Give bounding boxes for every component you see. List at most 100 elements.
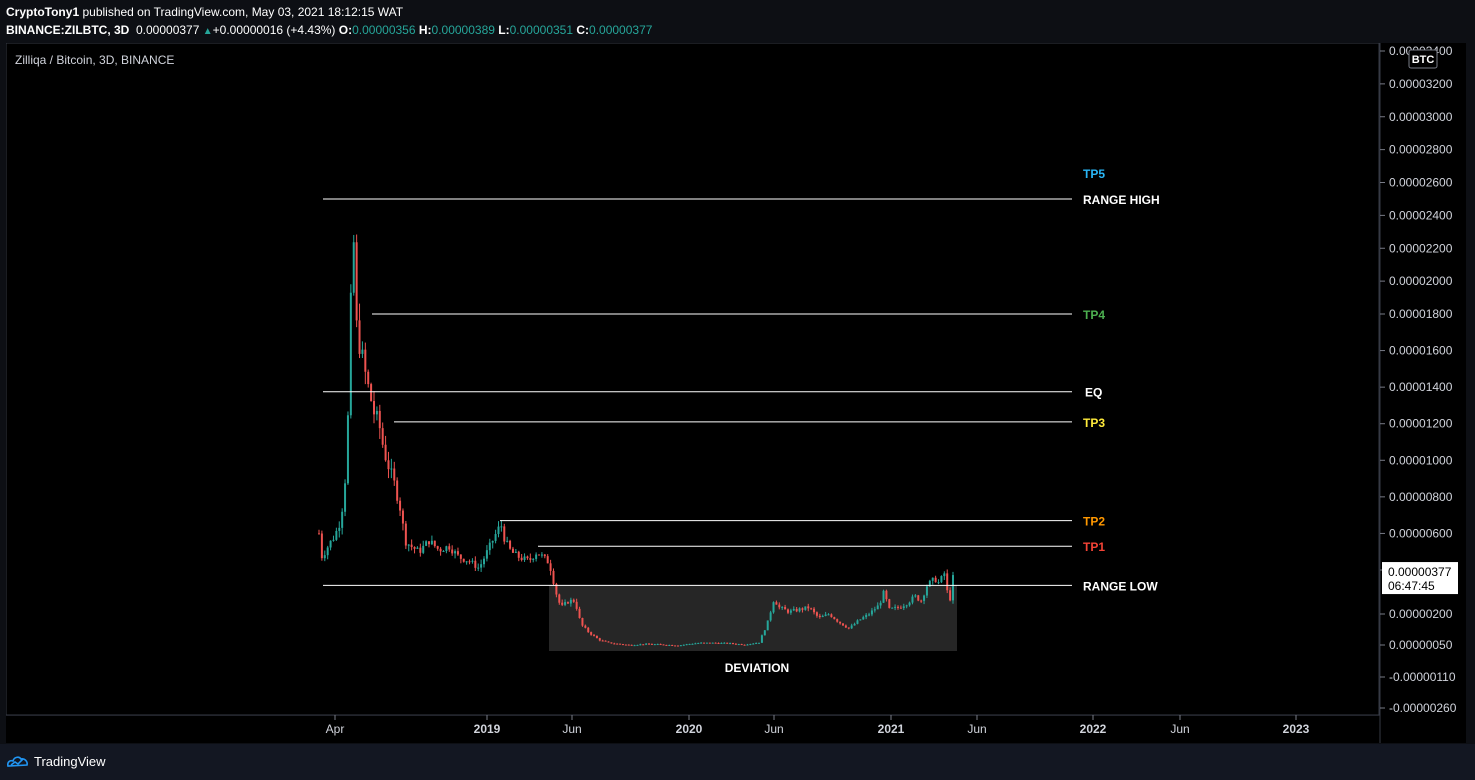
x-tick-label: 2023 xyxy=(1283,722,1310,736)
candle-body xyxy=(355,242,358,321)
candle-body xyxy=(477,567,480,569)
candle-body xyxy=(572,599,575,602)
y-tick-label: 0.00001400 xyxy=(1389,380,1453,394)
level-label: TP1 xyxy=(1083,540,1105,554)
candle-body xyxy=(656,644,659,646)
currency-label: BTC xyxy=(1412,54,1435,66)
candle-body xyxy=(401,510,404,524)
candle-body xyxy=(370,384,373,402)
candle-body xyxy=(422,545,425,553)
candle-body xyxy=(485,550,488,559)
candle-body xyxy=(873,609,876,611)
level-label: RANGE LOW xyxy=(1083,579,1158,593)
published-text: published on TradingView.com, May 03, 20… xyxy=(82,5,404,19)
low-label: L: xyxy=(498,23,510,37)
price-axis[interactable] xyxy=(1380,43,1466,743)
candle-body xyxy=(847,627,850,629)
candle-body xyxy=(763,630,766,636)
candle-body xyxy=(483,558,486,565)
candle-body xyxy=(743,644,746,646)
open-label: O: xyxy=(338,23,353,37)
candle-body xyxy=(367,371,370,385)
candle-body xyxy=(627,644,630,646)
candle-body xyxy=(407,544,410,546)
candle-body xyxy=(671,644,674,646)
candle-body xyxy=(636,644,639,646)
y-tick-label: 0.00003200 xyxy=(1389,77,1453,91)
tradingview-logo-icon[interactable] xyxy=(6,753,30,769)
candle-body xyxy=(723,642,726,644)
level-label: TP2 xyxy=(1083,515,1105,529)
candle-body xyxy=(870,610,873,615)
candle-body xyxy=(896,606,899,608)
candle-body xyxy=(474,560,477,568)
candle-body xyxy=(676,645,679,647)
price-chart[interactable]: DEVIATION TP5 RANGE HIGH TP4 EQ TP3 TP2 TP1 RAN… xyxy=(6,43,1466,743)
candle-body xyxy=(792,608,795,611)
candle-body xyxy=(943,573,946,577)
candle-body xyxy=(821,616,824,618)
deviation-zone xyxy=(549,585,957,651)
candle-body xyxy=(659,644,662,646)
candle-body xyxy=(480,564,483,568)
close-value: 0.00000377 xyxy=(589,23,653,37)
candle-body xyxy=(833,617,836,620)
candle-body xyxy=(778,604,781,608)
candle-body xyxy=(543,554,546,557)
candle-body xyxy=(425,541,428,546)
candle-body xyxy=(923,595,926,601)
last-price: 0.00000377 xyxy=(136,23,200,37)
candle-body xyxy=(674,645,677,647)
candle-body xyxy=(361,349,364,354)
currency-badge[interactable] xyxy=(1408,49,1438,69)
candle-body xyxy=(827,614,830,616)
high-value: 0.00000389 xyxy=(431,23,495,37)
candle-body xyxy=(410,544,413,548)
x-tick-label: 2020 xyxy=(676,722,703,736)
candle-body xyxy=(697,643,700,645)
candle-body xyxy=(844,625,847,628)
candle-body xyxy=(908,602,911,606)
price-change: +0.00000016 (+4.43%) xyxy=(212,23,336,37)
candle-body xyxy=(934,577,937,583)
chart-title: Zilliqa / Bitcoin, 3D, BINANCE xyxy=(15,53,174,67)
candle-body xyxy=(529,558,532,560)
x-tick-label: 2021 xyxy=(878,722,905,736)
candle-body xyxy=(931,577,934,581)
candle-body xyxy=(332,539,335,541)
candle-body xyxy=(375,410,378,415)
candle-body xyxy=(326,547,329,556)
level-label: TP5 xyxy=(1083,167,1105,181)
candle-body xyxy=(532,558,535,560)
time-axis[interactable] xyxy=(6,716,1380,743)
candle-body xyxy=(905,605,908,607)
candle-body xyxy=(320,533,323,559)
candle-body xyxy=(604,640,607,642)
y-tick-label: 0.00001200 xyxy=(1389,417,1453,431)
tradingview-brand[interactable]: TradingView xyxy=(34,754,106,769)
candle-body xyxy=(338,527,341,531)
candle-body xyxy=(613,643,616,645)
candle-body xyxy=(949,590,952,601)
candle-body xyxy=(946,573,949,591)
candle-body xyxy=(807,606,810,609)
high-label: H: xyxy=(418,23,432,37)
candle-body xyxy=(393,468,396,481)
x-tick-label: Jun xyxy=(562,722,581,736)
close-label: C: xyxy=(576,23,590,37)
candle-body xyxy=(734,643,737,645)
author-name[interactable]: CryptoTony1 xyxy=(6,5,80,19)
candle-body xyxy=(535,554,538,559)
candle-body xyxy=(520,557,523,560)
candle-body xyxy=(619,643,622,645)
candle-body xyxy=(714,642,717,644)
candle-body xyxy=(705,642,708,644)
candle-body xyxy=(850,625,853,629)
candle-body xyxy=(691,643,694,645)
candle-body xyxy=(876,605,879,610)
candle-body xyxy=(726,642,729,644)
candle-body xyxy=(772,602,775,613)
candle-body xyxy=(668,644,671,646)
candle-body xyxy=(630,644,633,646)
candle-body xyxy=(598,638,601,641)
